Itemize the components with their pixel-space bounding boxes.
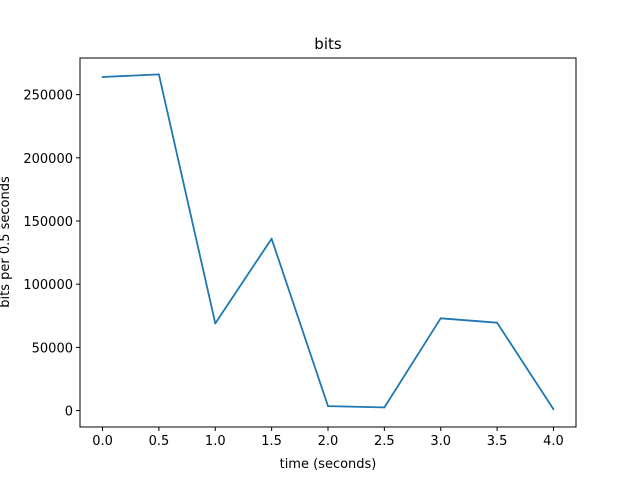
series-line: [102, 73, 555, 410]
data-point: [383, 406, 386, 409]
y-tick-label: 250000: [23, 89, 73, 104]
x-tick-label: 1.5: [261, 434, 282, 449]
plot-area: [79, 57, 577, 428]
x-tick-label: 0.5: [149, 434, 170, 449]
y-tick-label: 150000: [23, 215, 73, 230]
chart-title: bits: [314, 35, 342, 53]
x-tick-label: 2.0: [318, 434, 339, 449]
axes-frame: [79, 57, 577, 428]
x-tick-label: 1.0: [205, 434, 226, 449]
y-tick-label: 200000: [23, 152, 73, 167]
data-point: [496, 321, 498, 324]
y-tick-label: 100000: [23, 278, 73, 293]
data-point: [158, 73, 160, 76]
data-point: [552, 408, 555, 411]
data-point: [270, 237, 273, 240]
x-tick-label: 2.5: [374, 434, 395, 449]
x-tick-label: 3.0: [430, 434, 451, 449]
data-point: [327, 405, 329, 408]
y-axis: 0 50000 100000 150000 200000 250000: [23, 89, 80, 420]
data-point: [214, 322, 217, 325]
data-point: [101, 76, 104, 78]
x-axis-label: time (seconds): [280, 457, 377, 472]
x-tick-label: 0.0: [92, 434, 113, 449]
y-tick-label: 0: [65, 405, 73, 420]
y-axis-label: bits per 0.5 seconds: [0, 176, 13, 308]
x-tick-label: 3.5: [487, 434, 508, 449]
data-point: [439, 317, 442, 320]
y-tick-label: 50000: [32, 341, 73, 356]
x-axis: 0.0 0.5 1.0 1.5 2.0 2.5 3.0 3.5 4.0: [92, 427, 564, 449]
x-tick-label: 4.0: [543, 434, 564, 449]
